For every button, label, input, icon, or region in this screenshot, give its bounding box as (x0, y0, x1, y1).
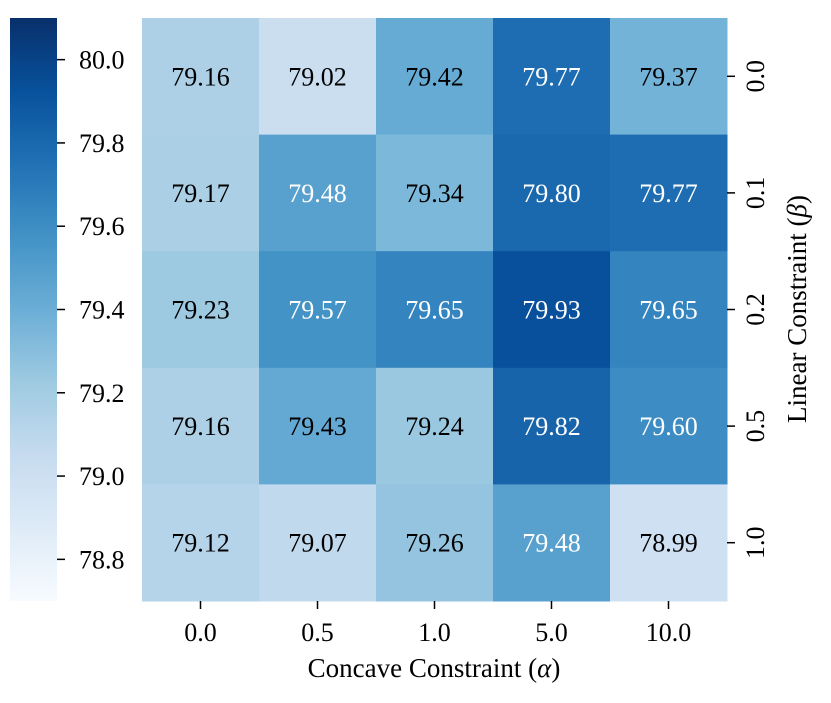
heatmap-cell (142, 251, 260, 369)
heatmap-cell-label: 79.77 (522, 62, 581, 91)
heatmap-cell (259, 484, 377, 602)
heatmap-cell (142, 484, 260, 602)
heatmap-cell-label: 79.48 (522, 529, 581, 558)
heatmap-cell-label: 79.80 (522, 179, 581, 208)
heatmap-cell-label: 79.65 (639, 296, 698, 325)
colorbar-tick-label: 78.8 (79, 545, 125, 574)
y-tick-label: 0.2 (741, 293, 770, 326)
x-tick-label: 1.0 (418, 618, 451, 647)
colorbar-scale (10, 18, 57, 601)
x-tick-label: 0.0 (184, 618, 217, 647)
colorbar-tick-label: 79.0 (79, 462, 125, 491)
heatmap-cell-label: 79.37 (639, 62, 698, 91)
heatmap-cell (142, 367, 260, 485)
heatmap-cell (376, 18, 494, 136)
x-tick-label: 5.0 (535, 618, 568, 647)
y-tick-label: 0.1 (741, 177, 770, 210)
x-axis-label-symbol: α (537, 653, 552, 683)
heatmap-cell (610, 251, 728, 369)
heatmap-cell-label: 79.34 (405, 179, 464, 208)
heatmap-cell-label: 79.24 (405, 412, 464, 441)
heatmap-cell (259, 367, 377, 485)
y-axis-label: Linear Constraint (β) (782, 195, 812, 423)
heatmap-cell (142, 18, 260, 136)
y-axis-ticks: 0.0 0.1 0.2 0.5 1.0 (727, 60, 770, 559)
heatmap-cell (142, 134, 260, 252)
y-axis-label-symbol: β (782, 204, 812, 219)
heatmap-cell (493, 251, 611, 369)
heatmap-cell-label: 79.82 (522, 412, 581, 441)
heatmap-cell-label: 79.17 (171, 179, 230, 208)
x-axis-label-suffix: ) (551, 653, 560, 683)
heatmap-cell-labels: 79.16 79.02 79.42 79.77 79.37 79.17 79.48 79.34… (171, 62, 698, 557)
heatmap-cell-label: 79.93 (522, 296, 581, 325)
heatmap-cell-label: 79.57 (288, 296, 347, 325)
colorbar-ticks: 80.0 79.8 79.6 79.4 79.2 79.0 78.8 (57, 46, 125, 574)
y-axis-label-prefix: Linear Constraint ( (782, 218, 812, 423)
x-tick-label: 10.0 (646, 618, 692, 647)
heatmap-cell-label: 79.48 (288, 179, 347, 208)
heatmap-cell-label: 79.02 (288, 62, 347, 91)
heatmap-cell-label: 78.99 (639, 529, 698, 558)
heatmap-cell (259, 18, 377, 136)
heatmap-cell-label: 79.23 (171, 296, 230, 325)
colorbar: 80.0 79.8 79.6 79.4 79.2 79.0 78.8 (10, 18, 125, 601)
heatmap-cell (493, 18, 611, 136)
colorbar-tick-label: 79.4 (79, 296, 125, 325)
heatmap-cell (376, 367, 494, 485)
y-axis-label-suffix: ) (782, 195, 812, 204)
heatmap-cell-label: 79.42 (405, 62, 464, 91)
x-axis-ticks: 0.0 0.5 1.0 5.0 10.0 (184, 601, 691, 647)
heatmap-cell (493, 484, 611, 602)
heatmap-cell (610, 484, 728, 602)
colorbar-tick-label: 79.6 (79, 212, 125, 241)
heatmap-cells (142, 18, 728, 602)
heatmap-cell (610, 18, 728, 136)
y-tick-label: 1.0 (741, 526, 770, 559)
heatmap-cell-label: 79.07 (288, 529, 347, 558)
heatmap-cell-label: 79.16 (171, 412, 230, 441)
y-tick-label: 0.5 (741, 410, 770, 443)
heatmap-cell (376, 484, 494, 602)
heatmap-cell-label: 79.12 (171, 529, 230, 558)
heatmap-cell (376, 134, 494, 252)
heatmap-cell-label: 79.43 (288, 412, 347, 441)
heatmap-cell-label: 79.65 (405, 296, 464, 325)
x-axis-label-prefix: Concave Constraint ( (308, 653, 537, 683)
heatmap-cell-label: 79.77 (639, 179, 698, 208)
x-tick-label: 0.5 (301, 618, 334, 647)
heatmap-cell (259, 251, 377, 369)
heatmap-cell (376, 251, 494, 369)
heatmap-cell (493, 134, 611, 252)
heatmap-cell-label: 79.60 (639, 412, 698, 441)
colorbar-tick-label: 80.0 (79, 46, 125, 75)
colorbar-tick-label: 79.2 (79, 379, 125, 408)
heatmap-cell (493, 367, 611, 485)
y-tick-label: 0.0 (741, 60, 770, 93)
heatmap-cell-label: 79.26 (405, 529, 464, 558)
heatmap-cell (259, 134, 377, 252)
heatmap-cell (610, 134, 728, 252)
x-axis-label: Concave Constraint (α) (308, 653, 561, 683)
heatmap-cell-label: 79.16 (171, 62, 230, 91)
heatmap-cell (610, 367, 728, 485)
colorbar-tick-label: 79.8 (79, 129, 125, 158)
